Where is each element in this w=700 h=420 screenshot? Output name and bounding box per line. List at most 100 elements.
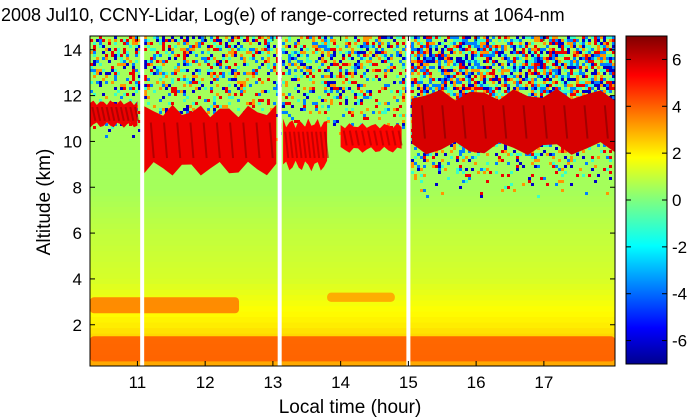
noise-speck — [528, 66, 531, 69]
noise-speck — [237, 66, 240, 69]
noise-speck — [363, 93, 366, 96]
noise-speck — [582, 54, 585, 57]
noise-speck — [147, 42, 150, 45]
noise-speck — [564, 171, 567, 174]
noise-speck — [441, 81, 444, 84]
noise-speck — [261, 57, 264, 60]
noise-speck — [420, 75, 423, 78]
noise-speck — [585, 51, 588, 54]
noise-speck — [138, 111, 141, 114]
noise-speck — [561, 81, 564, 84]
noise-speck — [525, 36, 528, 39]
noise-speck — [324, 87, 327, 90]
noise-speck — [483, 90, 486, 93]
cloud-streak — [319, 131, 325, 159]
noise-speck — [330, 39, 333, 42]
noise-speck — [216, 63, 219, 66]
noise-speck — [555, 36, 558, 39]
cloud-streak — [306, 131, 312, 159]
colorbar-gradient — [626, 36, 667, 364]
noise-speck — [420, 51, 423, 54]
noise-speck — [498, 87, 501, 90]
noise-speck — [228, 66, 231, 69]
noise-speck — [612, 81, 615, 84]
noise-speck — [558, 54, 561, 57]
noise-speck — [90, 63, 93, 66]
noise-speck — [426, 72, 429, 75]
noise-speck — [462, 72, 465, 75]
cloud-streak — [522, 105, 528, 139]
noise-speck — [492, 45, 495, 48]
noise-speck — [321, 63, 324, 66]
noise-speck — [606, 81, 609, 84]
noise-speck — [606, 90, 609, 93]
noise-speck — [441, 42, 444, 45]
noise-speck — [540, 57, 543, 60]
noise-speck — [246, 78, 249, 81]
noise-speck — [303, 108, 306, 111]
noise-speck — [564, 150, 567, 153]
noise-speck — [384, 84, 387, 87]
noise-speck — [399, 54, 402, 57]
noise-speck — [156, 72, 159, 75]
noise-speck — [126, 78, 129, 81]
noise-speck — [501, 69, 504, 72]
noise-speck — [471, 60, 474, 63]
noise-speck — [291, 57, 294, 60]
noise-speck — [441, 72, 444, 75]
noise-speck — [231, 36, 234, 39]
noise-speck — [519, 39, 522, 42]
x-axis: 11 12 13 14 15 16 17 — [129, 36, 553, 392]
noise-speck — [555, 171, 558, 174]
noise-speck — [183, 84, 186, 87]
cloud-streak — [391, 130, 397, 146]
noise-speck — [474, 57, 477, 60]
noise-speck — [288, 36, 291, 39]
noise-speck — [366, 45, 369, 48]
noise-speck — [591, 84, 594, 87]
noise-speck — [411, 69, 414, 72]
noise-speck — [447, 162, 450, 165]
noise-speck — [300, 45, 303, 48]
noise-speck — [222, 105, 225, 108]
noise-speck — [165, 108, 168, 111]
cloud-streak — [481, 105, 487, 139]
noise-speck — [558, 63, 561, 66]
noise-speck — [312, 45, 315, 48]
noise-speck — [486, 54, 489, 57]
noise-speck — [360, 93, 363, 96]
noise-speck — [195, 81, 198, 84]
noise-speck — [570, 156, 573, 159]
background-strip — [90, 157, 615, 164]
noise-speck — [462, 45, 465, 48]
noise-speck — [453, 147, 456, 150]
noise-speck — [309, 90, 312, 93]
noise-speck — [363, 66, 366, 69]
noise-speck — [147, 45, 150, 48]
noise-speck — [246, 51, 249, 54]
noise-speck — [357, 63, 360, 66]
noise-speck — [150, 63, 153, 66]
noise-speck — [558, 168, 561, 171]
noise-speck — [477, 51, 480, 54]
noise-speck — [582, 48, 585, 51]
noise-speck — [132, 78, 135, 81]
noise-speck — [432, 87, 435, 90]
noise-speck — [318, 96, 321, 99]
noise-speck — [435, 183, 438, 186]
noise-speck — [558, 180, 561, 183]
noise-speck — [555, 42, 558, 45]
noise-speck — [225, 87, 228, 90]
cloud-streak — [129, 106, 135, 122]
noise-speck — [393, 114, 396, 117]
noise-speck — [135, 36, 138, 39]
noise-speck — [363, 45, 366, 48]
noise-speck — [213, 72, 216, 75]
noise-speck — [456, 93, 459, 96]
noise-speck — [363, 75, 366, 78]
noise-speck — [273, 87, 276, 90]
noise-speck — [525, 87, 528, 90]
noise-speck — [534, 63, 537, 66]
noise-speck — [438, 42, 441, 45]
noise-speck — [117, 63, 120, 66]
